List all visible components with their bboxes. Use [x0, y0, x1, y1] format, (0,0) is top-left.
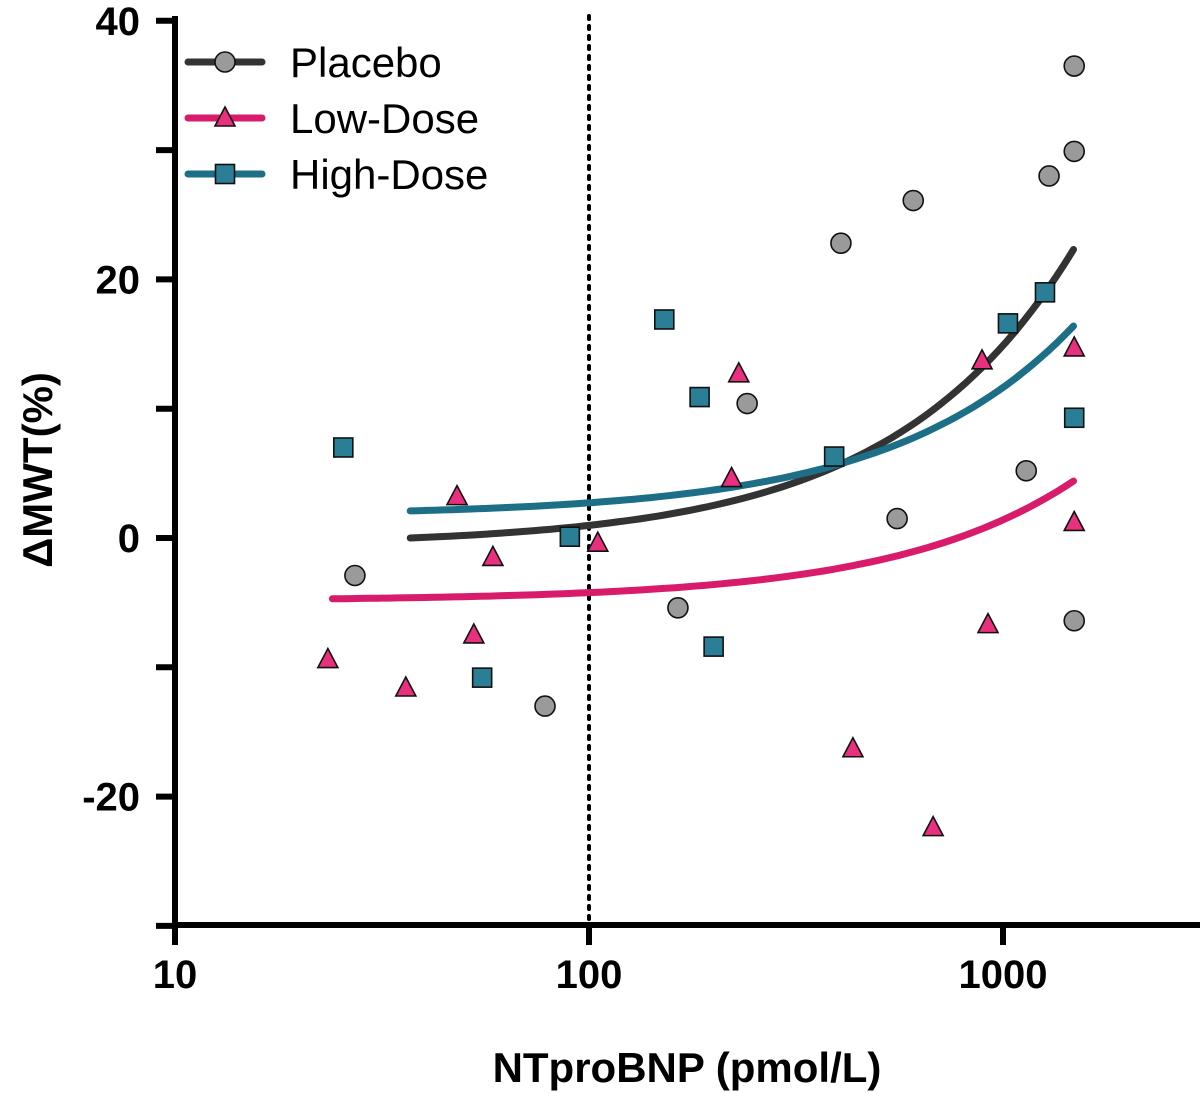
data-point-low-dose: [586, 530, 610, 552]
data-point-low-dose: [1062, 335, 1086, 357]
data-point-placebo: [736, 392, 758, 415]
data-point-placebo: [1015, 459, 1038, 482]
data-point-high-dose: [703, 636, 724, 657]
data-point-high-dose: [1034, 282, 1056, 303]
x-tick-label: 1000: [959, 953, 1048, 997]
data-point-placebo: [1063, 55, 1086, 77]
data-point-low-dose: [720, 465, 743, 488]
data-point-low-dose: [481, 544, 505, 567]
data-point-low-dose: [841, 736, 865, 758]
data-point-placebo: [667, 597, 689, 619]
legend-label: Placebo: [290, 39, 442, 86]
y-tick-label: 0: [118, 517, 140, 561]
data-point-high-dose: [1063, 407, 1085, 429]
data-point-placebo: [830, 232, 852, 254]
legend-marker: [214, 51, 236, 73]
data-point-low-dose: [394, 675, 418, 697]
fit-line-placebo: [406, 246, 1077, 542]
y-axis-label: ΔMWT(%): [14, 372, 61, 568]
fit-line-high-dose: [406, 322, 1077, 515]
data-point-low-dose: [445, 483, 469, 506]
data-point-low-dose: [1062, 509, 1086, 532]
y-tick-label: 20: [96, 258, 141, 302]
data-point-high-dose: [653, 309, 675, 330]
data-point-low-dose: [316, 646, 340, 669]
data-point-placebo: [344, 564, 366, 587]
legend: Placebo Low-Dose High-Dose: [184, 39, 488, 198]
data-point-placebo: [1063, 609, 1086, 632]
data-point-high-dose: [559, 526, 581, 548]
data-point-high-dose: [689, 386, 710, 408]
data-point-high-dose: [333, 437, 354, 458]
data-point-low-dose: [462, 622, 486, 644]
y-tick-label: -20: [82, 776, 140, 820]
data-point-high-dose: [471, 667, 493, 688]
data-point-placebo: [902, 189, 925, 212]
data-point-placebo: [1038, 165, 1060, 187]
data-point-placebo: [534, 695, 556, 717]
data-point-high-dose: [823, 446, 845, 467]
data-point-placebo: [886, 507, 908, 530]
x-tick-label: 10: [153, 953, 198, 997]
data-point-low-dose: [727, 361, 751, 383]
fit-line-low-dose: [328, 477, 1077, 603]
data-point-placebo: [1063, 140, 1086, 163]
x-axis-label: NTproBNP (pmol/L): [493, 1044, 882, 1091]
data-point-low-dose: [970, 348, 994, 370]
legend-marker: [214, 163, 236, 185]
x-tick-label: 100: [556, 953, 623, 997]
data-point-high-dose: [997, 313, 1019, 334]
data-point-low-dose: [921, 814, 945, 837]
y-tick-label: 40: [96, 0, 141, 44]
data-point-low-dose: [976, 611, 1000, 634]
legend-label: Low-Dose: [290, 95, 479, 142]
legend-marker: [213, 105, 237, 127]
legend-label: High-Dose: [290, 151, 488, 198]
